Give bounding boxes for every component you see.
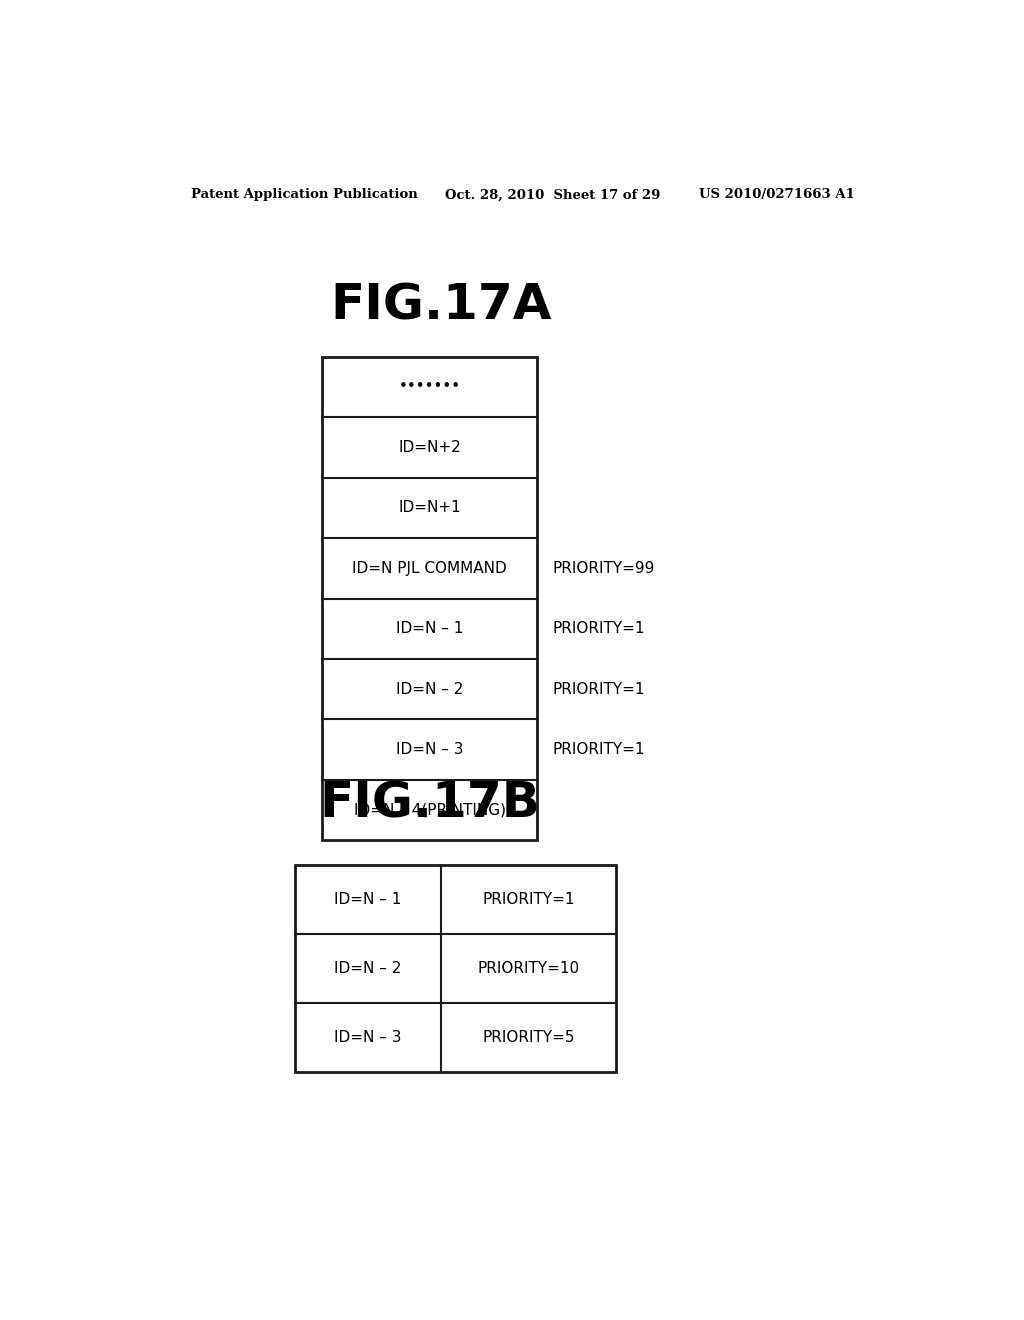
Text: ID=N+2: ID=N+2 <box>398 440 461 455</box>
Text: ID=N – 1: ID=N – 1 <box>335 892 401 907</box>
Text: PRIORITY=10: PRIORITY=10 <box>478 961 580 975</box>
Bar <box>323 356 537 841</box>
Text: ID=N – 3: ID=N – 3 <box>334 1030 401 1045</box>
Text: Oct. 28, 2010  Sheet 17 of 29: Oct. 28, 2010 Sheet 17 of 29 <box>445 189 660 202</box>
Text: ID=N – 1: ID=N – 1 <box>396 622 463 636</box>
Text: PRIORITY=1: PRIORITY=1 <box>553 681 645 697</box>
Text: ID=N – 3: ID=N – 3 <box>396 742 463 758</box>
Text: PRIORITY=1: PRIORITY=1 <box>553 622 645 636</box>
Text: ID=N+1: ID=N+1 <box>398 500 461 515</box>
Text: US 2010/0271663 A1: US 2010/0271663 A1 <box>699 189 855 202</box>
Text: ID=N – 2: ID=N – 2 <box>335 961 401 975</box>
Text: ID=N PJL COMMAND: ID=N PJL COMMAND <box>352 561 507 576</box>
Text: FIG.17A: FIG.17A <box>331 281 552 330</box>
Text: FIG.17B: FIG.17B <box>319 780 540 828</box>
Text: ID=N – 2: ID=N – 2 <box>396 681 463 697</box>
Bar <box>295 865 616 1072</box>
Text: •••••••: ••••••• <box>398 379 461 395</box>
Text: PRIORITY=99: PRIORITY=99 <box>553 561 655 576</box>
Text: Patent Application Publication: Patent Application Publication <box>191 189 418 202</box>
Text: PRIORITY=1: PRIORITY=1 <box>482 892 575 907</box>
Text: PRIORITY=1: PRIORITY=1 <box>553 742 645 758</box>
Text: ID=N – 4(PRINTING): ID=N – 4(PRINTING) <box>353 803 506 817</box>
Text: PRIORITY=5: PRIORITY=5 <box>482 1030 575 1045</box>
